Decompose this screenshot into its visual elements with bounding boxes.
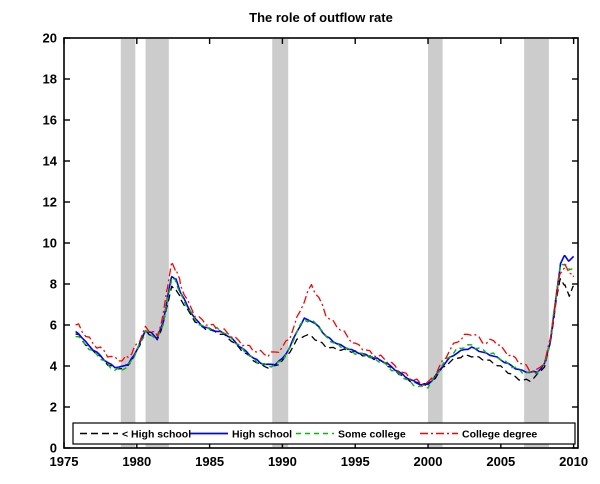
y-tick-label: 20 [43,31,57,46]
legend-item: < High school [80,429,191,441]
x-tick-label: 1995 [341,454,370,469]
legend-item: High school [190,429,292,441]
x-tick-label: 1985 [195,454,224,469]
axis-box [63,37,579,449]
x-tick-label: 2000 [414,454,443,469]
legend-label: High school [232,429,292,441]
recession-band [272,39,289,447]
y-tick-label: 0 [50,441,57,456]
y-tick-label: 16 [43,113,57,128]
series-line-some-college [75,263,575,389]
recession-band [120,39,136,447]
x-tick-label: 1980 [122,454,151,469]
chart-title: The role of outflow rate [249,10,393,25]
legend-label: < High school [122,429,191,441]
y-tick-label: 10 [43,236,57,251]
legend-label: Some college [338,429,406,441]
y-tick-label: 18 [43,72,57,87]
y-tick-label: 8 [50,277,57,292]
y-tick-label: 4 [50,359,58,374]
y-tick-label: 12 [43,195,57,210]
series-line-college-degree [75,261,575,386]
x-tick-label: 2005 [486,454,515,469]
x-tick-label: 1975 [50,454,79,469]
legend-label: College degree [462,429,537,441]
y-tick-label: 6 [50,318,57,333]
legend-item: Some college [296,429,406,441]
x-tick-label: 1990 [268,454,297,469]
x-tick-label: 2010 [559,454,588,469]
legend-item: College degree [420,429,537,441]
recession-band [524,39,549,447]
legend: < High school High school Some college Coll… [72,422,576,445]
y-tick-label: 14 [43,154,58,169]
y-tick-label: 2 [50,400,57,415]
recession-band [428,39,443,447]
recession-band [145,39,169,447]
